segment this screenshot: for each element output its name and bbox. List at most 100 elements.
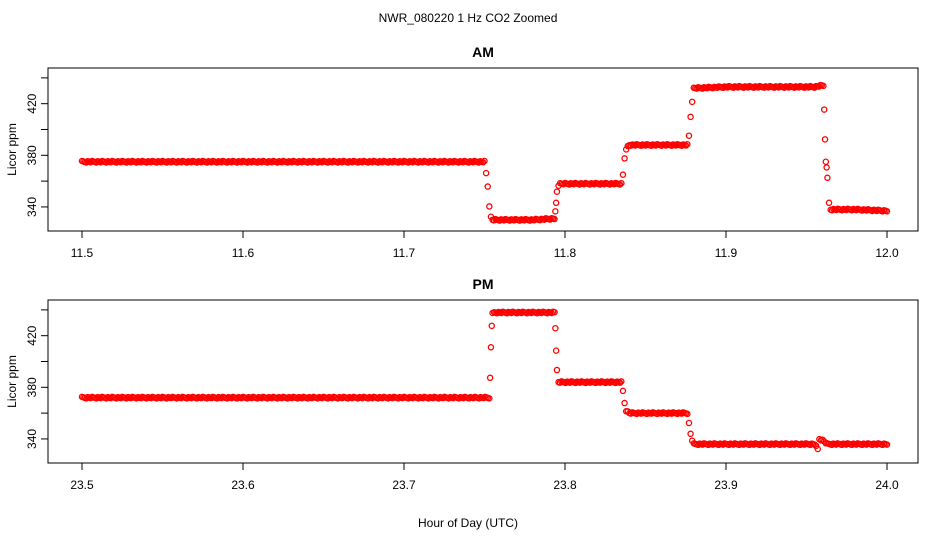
data-point [734, 84, 741, 91]
data-point [822, 158, 830, 166]
data-point [274, 159, 281, 166]
data-point [552, 347, 560, 354]
data-point [869, 207, 876, 215]
panel-am: AM 11.5 11.6 11.7 11.8 11.9 12.0 340 380 420 Licor… [5, 44, 919, 260]
data-point [724, 84, 731, 91]
data-point [415, 159, 422, 166]
y-tick-label: 380 [25, 145, 39, 165]
data-point [730, 84, 737, 91]
x-tick-label: 11.6 [232, 246, 255, 260]
data-point [652, 142, 660, 149]
data-point [883, 208, 891, 215]
data-point [735, 441, 743, 449]
data-point [682, 142, 690, 149]
data-point [838, 441, 846, 449]
data-point [740, 84, 747, 91]
x-tick-label: 23.5 [70, 478, 94, 492]
data-point [786, 441, 794, 449]
data-point [113, 159, 120, 166]
data-point [488, 322, 495, 330]
data-point [394, 395, 402, 402]
data-point [814, 445, 822, 453]
data-point [123, 159, 130, 166]
data-point [223, 395, 231, 402]
x-tick-label: 12.0 [875, 246, 899, 260]
data-point [394, 159, 402, 166]
data-point [863, 207, 870, 214]
data-point [684, 140, 691, 148]
data-point [203, 159, 211, 166]
y-tick-label: 420 [25, 93, 39, 113]
data-point [552, 208, 559, 215]
data-point [602, 379, 609, 387]
data-point [828, 441, 836, 449]
data-point [481, 157, 488, 165]
data-point [776, 441, 784, 449]
data-point [465, 395, 473, 402]
data-point [264, 159, 271, 166]
data-point [551, 308, 558, 316]
data-point [678, 142, 685, 149]
x-tick-label: 24.0 [875, 478, 899, 492]
data-point [619, 171, 627, 178]
data-point [143, 395, 150, 402]
data-point [570, 180, 578, 188]
data-point [173, 395, 181, 402]
data-point [153, 395, 160, 402]
data-point [637, 142, 645, 149]
data-point [546, 216, 554, 223]
data-point [425, 159, 432, 166]
data-point [643, 410, 651, 418]
data-point [820, 82, 827, 90]
data-point [705, 441, 712, 449]
data-points [78, 81, 891, 224]
data-point [233, 159, 241, 166]
x-axis-label: Hour of Day (UTC) [418, 516, 518, 530]
data-point [824, 174, 831, 182]
data-point [294, 395, 301, 402]
data-point [374, 395, 382, 402]
data-point [760, 84, 768, 91]
data-point [811, 441, 818, 448]
data-point [506, 217, 514, 224]
data-point [627, 410, 635, 417]
data-point [479, 159, 487, 166]
x-tick-label: 23.8 [553, 478, 577, 492]
data-point [838, 207, 846, 214]
data-point [713, 84, 721, 92]
data-point [503, 309, 511, 317]
data-point [143, 159, 150, 166]
data-point [314, 395, 321, 402]
data-point [825, 199, 833, 207]
data-point [553, 188, 561, 195]
data-point [879, 208, 886, 215]
data-point [664, 410, 671, 418]
x-tick-label: 11.8 [554, 246, 577, 260]
data-point [364, 159, 372, 166]
data-point [746, 441, 753, 449]
data-point [618, 179, 625, 187]
data-point [264, 395, 271, 402]
data-point [455, 395, 463, 402]
y-tick-label: 340 [25, 429, 39, 449]
data-point [487, 344, 495, 351]
data-point [193, 395, 201, 402]
data-point [688, 98, 696, 106]
data-point [213, 159, 221, 166]
data-point [699, 85, 706, 92]
data-point [756, 441, 763, 449]
data-point [103, 395, 110, 402]
y-tick-label: 380 [25, 377, 39, 397]
data-point [771, 84, 778, 91]
y-tick-label: 420 [25, 325, 39, 345]
data-point [123, 395, 130, 402]
data-point [828, 207, 836, 214]
data-point [482, 169, 490, 177]
data-point [750, 441, 758, 448]
data-point [486, 203, 493, 210]
data-point [486, 395, 493, 402]
data-point [163, 395, 171, 402]
data-point [668, 142, 675, 149]
data-point [801, 84, 808, 91]
data-point [324, 395, 332, 402]
